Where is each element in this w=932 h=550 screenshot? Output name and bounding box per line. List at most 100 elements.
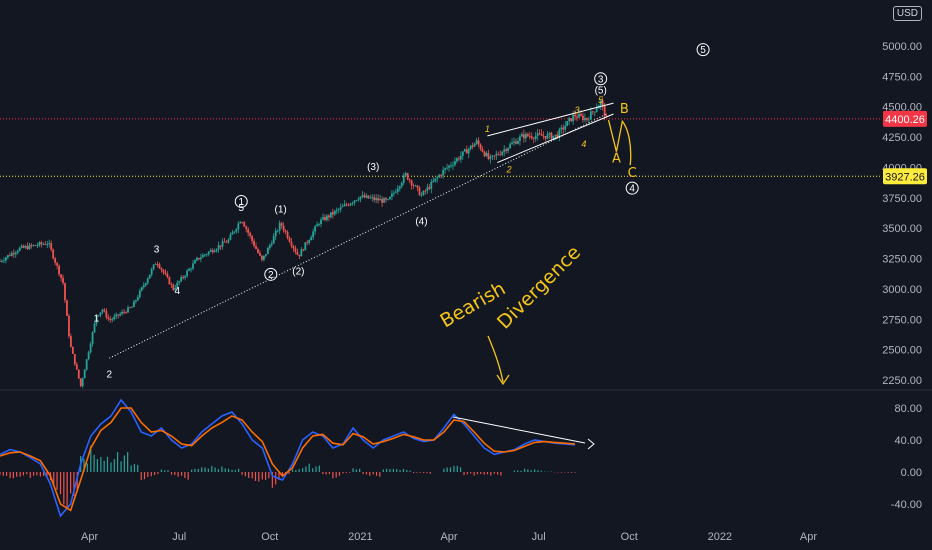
candle-body: [66, 300, 68, 316]
candle-body: [176, 282, 179, 288]
candle-body: [538, 133, 541, 134]
candle-body: [599, 100, 602, 106]
upper-wedge-line: [487, 102, 614, 137]
candle-body: [572, 114, 575, 122]
price-tag-box: [883, 110, 927, 127]
candle-body: [239, 222, 242, 224]
candle-body: [294, 248, 297, 252]
candle-body: [341, 206, 344, 208]
candle-body: [158, 264, 161, 269]
candle-body: [8, 255, 11, 256]
currency-badge[interactable]: USD: [892, 6, 922, 21]
candle-body: [424, 190, 427, 192]
wave-label: 1: [94, 314, 100, 325]
candle-body: [54, 258, 57, 263]
candle-body: [461, 151, 464, 156]
candle-body: [272, 236, 275, 244]
candle-body: [394, 191, 397, 193]
candle-body: [509, 144, 511, 149]
wave-label: 4: [174, 286, 180, 297]
candle-body: [300, 249, 303, 257]
candle-body: [530, 136, 533, 139]
candle-body: [548, 132, 551, 135]
candle-body: [580, 113, 582, 116]
candle-body: [121, 311, 124, 314]
candle-body: [505, 149, 508, 152]
candle-body: [329, 212, 332, 218]
candle-body: [3, 260, 5, 262]
candle-body: [459, 155, 462, 160]
price-tick-label: 2750.00: [882, 314, 922, 326]
candle-body: [219, 245, 222, 247]
projection-label-c: C: [628, 166, 637, 181]
candle-body: [379, 199, 382, 201]
wave-label: (5): [595, 85, 607, 96]
price-tick-label: 4500.00: [882, 102, 922, 114]
candle-body: [259, 252, 261, 256]
candle-body: [233, 231, 236, 233]
candle-body: [166, 274, 169, 278]
candle-body: [186, 270, 188, 277]
candle-body: [387, 199, 389, 200]
candle-body: [184, 276, 187, 278]
candle-body: [304, 242, 307, 251]
candle-body: [312, 231, 315, 238]
candle-body: [101, 309, 104, 313]
candle-body: [282, 225, 285, 231]
candle-body: [442, 169, 445, 176]
candle-body: [284, 230, 287, 232]
candle-body: [320, 219, 322, 225]
oscillator-tick-label: 80.00: [894, 403, 922, 415]
candle-body: [536, 133, 539, 137]
candle-body: [519, 136, 521, 141]
candle-body: [495, 154, 498, 156]
candle-body: [276, 230, 279, 232]
candle-body: [266, 247, 269, 255]
price-tags: 4400.26 3927.26: [883, 110, 927, 185]
candle-body: [263, 255, 265, 260]
circled-wave-label: 3: [598, 74, 604, 85]
base-trendline: [109, 113, 607, 359]
candle-body: [290, 241, 293, 246]
oscillator-tick-label: -40.00: [891, 499, 922, 511]
candle-body: [566, 121, 569, 127]
candle-body: [434, 178, 437, 182]
candle-body: [522, 134, 525, 139]
candle-body: [383, 198, 385, 203]
candle-body: [570, 118, 573, 122]
candle-body: [237, 223, 240, 230]
candle-body: [420, 194, 423, 196]
candle-body: [133, 301, 135, 308]
circled-wave-marker: [264, 267, 278, 281]
candle-body: [243, 222, 246, 227]
candle-body: [99, 312, 102, 316]
candle-body: [152, 264, 155, 270]
candle-body: [196, 257, 198, 261]
candle-body: [203, 254, 206, 256]
candle-body: [144, 283, 147, 286]
candle-body: [302, 249, 305, 251]
candle-body: [1, 260, 3, 262]
candle-body: [491, 155, 494, 157]
circled-wave-label: 2: [268, 270, 274, 281]
subwave-label: 2: [506, 164, 512, 174]
candle-body: [367, 195, 370, 199]
candle-body: [343, 204, 346, 207]
candle-body: [410, 180, 413, 186]
candle-body: [404, 173, 407, 176]
candle-body: [485, 153, 488, 157]
candle-body: [115, 314, 118, 317]
candle-body: [87, 352, 90, 360]
subwave-label: 1: [485, 124, 490, 134]
candle-body: [85, 359, 88, 370]
candle-body: [322, 217, 324, 220]
candle-body: [601, 100, 604, 106]
candle-body: [127, 307, 129, 313]
candle-body: [75, 364, 78, 370]
candle-body: [335, 209, 338, 211]
candle-body: [416, 185, 419, 188]
candle-body: [62, 277, 64, 284]
candle-body: [73, 353, 76, 365]
candle-body: [446, 167, 448, 169]
